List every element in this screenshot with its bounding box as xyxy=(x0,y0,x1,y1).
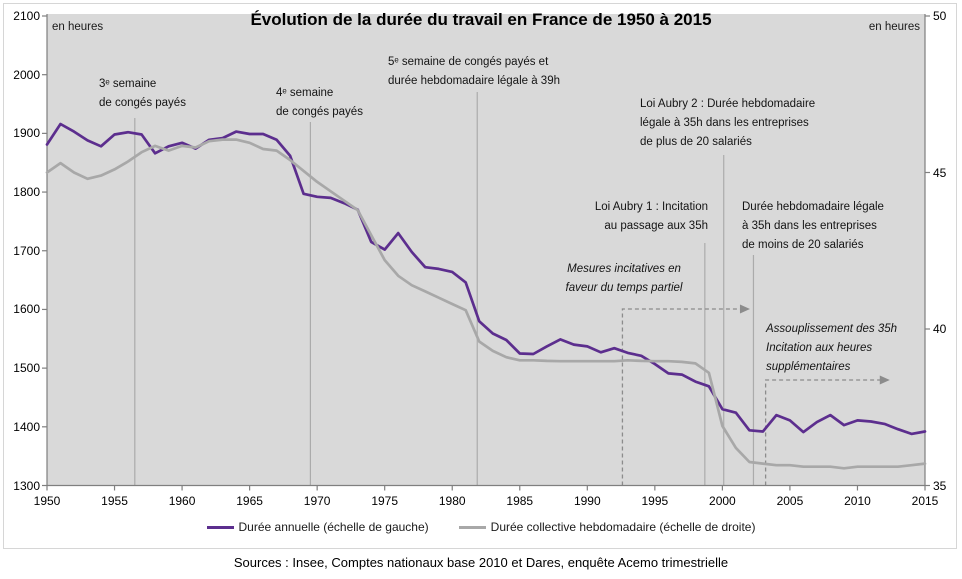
x-axis-tick-label: 2015 xyxy=(911,494,939,508)
right-axis-tick-label: 35 xyxy=(933,478,947,493)
left-axis-tick-label: 1300 xyxy=(13,478,40,493)
left-axis-tick-label: 1500 xyxy=(13,361,40,376)
x-axis-tick-label: 1970 xyxy=(303,494,331,508)
legend: Durée annuelle (échelle de gauche) Durée … xyxy=(0,520,962,534)
legend-label-duree-hebdomadaire: Durée collective hebdomadaire (échelle d… xyxy=(490,520,756,534)
x-axis-tick-label: 1980 xyxy=(438,494,466,508)
right-axis-tick-label: 45 xyxy=(933,165,947,180)
x-axis-tick-label: 1995 xyxy=(641,494,669,508)
legend-label-duree-annuelle: Durée annuelle (échelle de gauche) xyxy=(238,520,429,534)
annotation-text-mesures-temps-partiel: Mesures incitatives en faveur du temps pa… xyxy=(565,263,683,294)
left-axis-tick-label: 1600 xyxy=(13,302,40,317)
x-axis-tick-label: 1985 xyxy=(506,494,534,508)
x-axis-tick-label: 1990 xyxy=(573,494,601,508)
source-note: Sources : Insee, Comptes nationaux base … xyxy=(233,555,729,570)
callout-dashed-line-assouplissement-35h xyxy=(764,379,882,486)
annotation-text-conges-5e: 5ᵉ semaine de congés payés et durée hebdo… xyxy=(388,56,560,87)
left-axis-tick-label: 2000 xyxy=(13,67,40,82)
legend-item-duree-hebdomadaire: Durée collective hebdomadaire (échelle d… xyxy=(458,520,756,534)
x-axis-tick-label: 1950 xyxy=(33,494,61,508)
annotation-text-conges-4e: 4ᵉ semaine de congés payés xyxy=(276,87,363,118)
right-axis-tick-label: 50 xyxy=(933,9,947,23)
left-axis-unit-label: en heures xyxy=(52,21,104,33)
callout-arrowhead-assouplissement-35h xyxy=(879,375,890,385)
left-axis-tick-label: 2100 xyxy=(13,9,40,23)
left-axis-tick-label: 1700 xyxy=(13,243,40,258)
series-line-duree-annuelle xyxy=(45,122,927,436)
right-axis-tick-label: 40 xyxy=(933,322,947,336)
annotation-text-loi-aubry-1: Loi Aubry 1 : Incitation au passage aux 3… xyxy=(594,201,708,232)
annotation-text-conges-3e: 3ᵉ semaine de congés payés xyxy=(99,78,186,109)
callout-dashed-line-mesures-temps-partiel xyxy=(621,308,742,486)
legend-color-line-duree-annuelle xyxy=(206,525,234,529)
callout-arrowhead-mesures-temps-partiel xyxy=(739,304,750,314)
left-axis-tick-label: 1900 xyxy=(13,126,40,141)
series-line-duree-hebdomadaire xyxy=(45,138,927,470)
x-axis-tick-label: 2000 xyxy=(709,494,736,508)
x-axis-tick-label: 1975 xyxy=(371,494,399,508)
chart-title: Évolution de la durée du travail en Fran… xyxy=(250,10,712,29)
annotation-text-assouplissement-35h: Assouplissement des 35h Incitation aux he… xyxy=(766,323,898,373)
x-axis-tick-label: 2010 xyxy=(844,494,871,508)
x-axis-tick-label: 1960 xyxy=(168,494,196,508)
x-axis-tick-label: 1955 xyxy=(101,494,128,508)
x-axis-tick-label: 2005 xyxy=(776,494,804,508)
left-axis-tick-label: 1800 xyxy=(13,185,40,200)
plot-area xyxy=(47,14,925,486)
legend-item-duree-annuelle: Durée annuelle (échelle de gauche) xyxy=(206,520,429,534)
left-axis-tick-label: 1400 xyxy=(13,419,40,434)
annotation-text-loi-aubry-2: Loi Aubry 2 : Durée hebdomadaire légale à… xyxy=(640,98,816,148)
right-axis-unit-label: en heures xyxy=(868,21,920,33)
legend-color-line-duree-hebdomadaire xyxy=(458,525,486,529)
x-axis-tick-label: 1965 xyxy=(236,494,263,508)
annotation-text-moins-20-salaries: Durée hebdomadaire légale à 35h dans les … xyxy=(742,201,884,251)
